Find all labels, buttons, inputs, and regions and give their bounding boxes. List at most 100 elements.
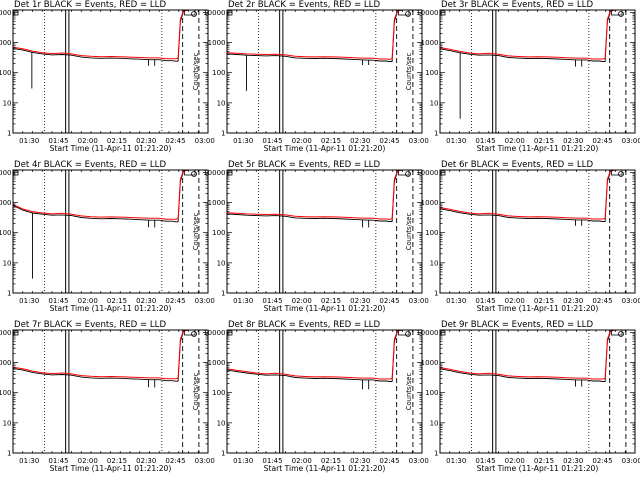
y-tick-label: 10 [3,99,12,107]
chart-title: Det 9r BLACK = Events, RED = LLD [441,320,593,330]
flag-marker-box [398,10,410,16]
series-line-events [13,10,189,62]
x-tick-label: 02:30 [350,457,370,465]
y-tick-label: 10 [217,259,226,267]
y-tick-label: 10 [217,99,226,107]
x-tick-label: 02:30 [563,457,583,465]
x-tick-label: 02:00 [505,457,525,465]
x-tick-label: 03:00 [622,457,640,465]
chart-title: Det 1r BLACK = Events, RED = LLD [14,0,166,10]
flag-marker-box [398,170,410,176]
x-tick-label: 01:30 [19,297,39,305]
chart-panel: Det 2r BLACK = Events, RED = LLD 1 10 100 10… [192,0,429,153]
flag-marker-circle [191,331,197,337]
y-tick-label: 1000 [0,359,12,367]
y-axis-label: Counts/sec [405,53,413,91]
y-tick-label: 10 [430,259,439,267]
x-tick-label: 02:30 [136,137,156,145]
series-line-lld [227,10,403,60]
y-tick-label: 1 [221,290,225,298]
x-tick-label: 01:30 [446,137,466,145]
chart-title: Det 3r BLACK = Events, RED = LLD [441,0,593,10]
series-line-events [13,170,189,223]
flag-marker-circle [191,11,197,17]
corner-marker-box [227,10,233,16]
x-tick-label: 02:30 [350,297,370,305]
plot-area [227,170,414,293]
x-tick-label: 01:45 [475,137,495,145]
plot-area [440,330,627,453]
x-tick-label: 03:00 [622,297,640,305]
flag-marker-circle [618,171,624,177]
x-tick-label: 02:45 [165,457,185,465]
series-line-events [13,330,189,382]
x-tick-label: 02:00 [78,137,98,145]
x-axis-label: Start Time (11-Apr-11 01:21:20) [477,144,599,153]
y-axis-label: Counts/sec [192,53,200,91]
series-line-lld [440,330,616,380]
series-line-lld [13,170,189,220]
x-tick-label: 02:00 [78,457,98,465]
chart-panel: Det 8r BLACK = Events, RED = LLD 1 10 100 10… [192,320,429,473]
corner-marker-box [13,10,19,16]
plot-frame [12,169,209,294]
x-axis-label: Start Time (11-Apr-11 01:21:20) [264,304,386,313]
y-axis-label: Counts/sec [192,213,200,251]
x-tick-label: 03:00 [409,457,429,465]
x-axis-label: Start Time (11-Apr-11 01:21:20) [477,304,599,313]
x-tick-label: 02:00 [292,297,312,305]
series-line-events [227,170,403,222]
plot-area [13,10,200,133]
x-tick-label: 03:00 [622,137,640,145]
y-tick-label: 10 [3,419,12,427]
y-tick-label: 1000 [421,199,439,207]
x-tick-label: 01:30 [19,457,39,465]
x-tick-label: 02:45 [379,137,399,145]
series-line-lld [440,10,616,60]
chart-title: Det 5r BLACK = Events, RED = LLD [228,160,380,170]
flag-marker-box [611,330,623,336]
plot-frame [226,169,423,294]
y-tick-label: 10000 [0,9,12,17]
corner-marker-box [440,170,446,176]
x-axis-label: Start Time (11-Apr-11 01:21:20) [477,464,599,473]
corner-marker-box [440,330,446,336]
series-line-lld [440,170,616,220]
y-tick-label: 10000 [203,9,225,17]
x-axis-label: Start Time (11-Apr-11 01:21:20) [50,144,172,153]
y-tick-label: 1000 [421,359,439,367]
x-tick-label: 03:00 [195,137,215,145]
x-tick-label: 02:15 [534,457,554,465]
chart-title: Det 2r BLACK = Events, RED = LLD [228,0,380,10]
chart-panel: Det 3r BLACK = Events, RED = LLD 1 10 100 10… [405,0,640,153]
chart-title: Det 7r BLACK = Events, RED = LLD [14,320,166,330]
x-axis-label: Start Time (11-Apr-11 01:21:20) [50,304,172,313]
plot-frame [439,169,636,294]
plot-area [13,330,200,453]
y-tick-label: 10 [3,259,12,267]
y-tick-label: 10000 [203,329,225,337]
y-tick-label: 1000 [208,359,226,367]
chart-panel: Det 9r BLACK = Events, RED = LLD 1 10 100 10… [405,320,640,473]
x-tick-label: 01:30 [446,297,466,305]
x-tick-label: 02:00 [292,457,312,465]
y-tick-label: 100 [212,229,225,237]
plot-area [13,170,200,293]
flag-marker-box [611,170,623,176]
x-tick-label: 02:30 [563,297,583,305]
x-tick-label: 02:15 [534,137,554,145]
x-tick-label: 01:45 [48,137,68,145]
plot-frame [439,9,636,134]
x-tick-label: 03:00 [409,137,429,145]
series-line-events [440,170,616,222]
corner-marker-box [13,170,19,176]
x-tick-label: 03:00 [195,457,215,465]
x-tick-label: 02:45 [592,137,612,145]
y-tick-label: 1000 [0,199,12,207]
flag-marker-box [184,10,196,16]
x-axis-label: Start Time (11-Apr-11 01:21:20) [50,464,172,473]
series-line-lld [13,330,189,380]
chart-panel: Det 5r BLACK = Events, RED = LLD 1 10 100 10… [192,160,429,313]
chart-title: Det 4r BLACK = Events, RED = LLD [14,160,166,170]
x-tick-label: 02:15 [321,457,341,465]
